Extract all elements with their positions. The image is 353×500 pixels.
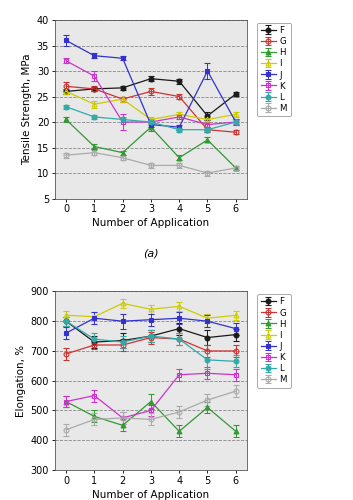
Legend: F, G, H, I, J, K, L, M: F, G, H, I, J, K, L, M (257, 294, 291, 388)
Legend: F, G, H, I, J, K, L, M: F, G, H, I, J, K, L, M (257, 22, 291, 116)
X-axis label: Number of Application: Number of Application (92, 490, 209, 500)
X-axis label: Number of Application: Number of Application (92, 218, 209, 228)
Y-axis label: Tensile Strength, MPa: Tensile Strength, MPa (23, 54, 32, 165)
Y-axis label: Elongation, %: Elongation, % (17, 344, 26, 417)
Text: (a): (a) (143, 248, 159, 258)
